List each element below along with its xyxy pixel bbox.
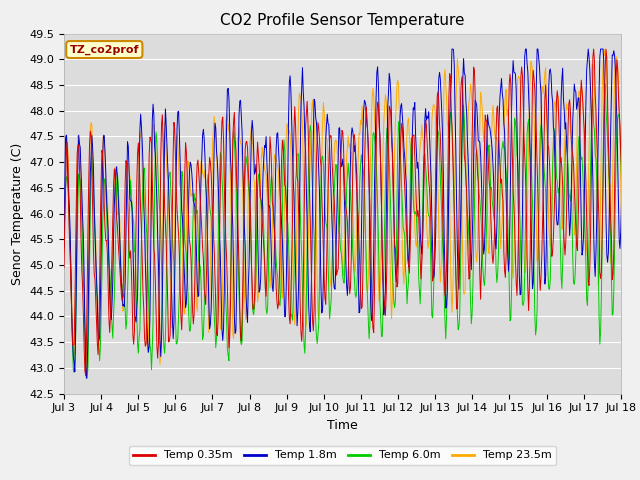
Text: TZ_co2prof: TZ_co2prof (70, 44, 139, 55)
Legend: Temp 0.35m, Temp 1.8m, Temp 6.0m, Temp 23.5m: Temp 0.35m, Temp 1.8m, Temp 6.0m, Temp 2… (129, 446, 556, 465)
X-axis label: Time: Time (327, 419, 358, 432)
Title: CO2 Profile Sensor Temperature: CO2 Profile Sensor Temperature (220, 13, 465, 28)
Y-axis label: Senor Temperature (C): Senor Temperature (C) (11, 143, 24, 285)
